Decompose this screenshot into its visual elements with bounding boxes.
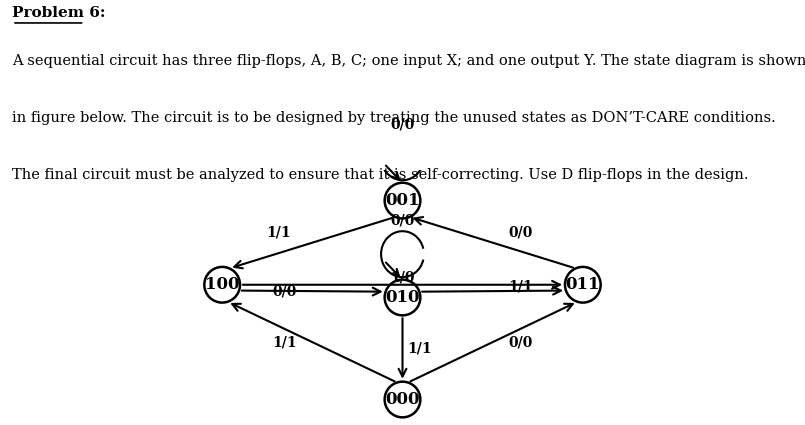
Text: 010: 010 [386,289,419,306]
Text: 0/0: 0/0 [509,226,533,239]
Text: 0/0: 0/0 [390,214,415,228]
Text: 001: 001 [386,192,419,209]
Text: 0/0: 0/0 [272,284,296,298]
Text: 1/1: 1/1 [266,226,291,239]
Text: Problem 6:: Problem 6: [12,6,105,20]
Text: 0/0: 0/0 [390,117,415,131]
Text: A sequential circuit has three flip-flops, A, B, C; one input X; and one output : A sequential circuit has three flip-flop… [12,54,805,68]
Text: 011: 011 [566,276,600,293]
Text: 000: 000 [386,391,419,408]
Ellipse shape [385,183,420,218]
Text: 1/1: 1/1 [272,335,296,349]
Text: 0/0: 0/0 [509,335,533,349]
Ellipse shape [565,267,601,303]
Ellipse shape [385,382,420,417]
Text: 1/0: 1/0 [390,270,415,284]
Ellipse shape [204,267,240,303]
Ellipse shape [385,280,420,315]
Text: 1/1: 1/1 [407,342,431,355]
Text: in figure below. The circuit is to be designed by treating the unused states as : in figure below. The circuit is to be de… [12,111,776,125]
Text: The final circuit must be analyzed to ensure that it is self-correcting. Use D f: The final circuit must be analyzed to en… [12,168,749,182]
Text: 1/1: 1/1 [509,279,533,293]
Text: 100: 100 [205,276,239,293]
